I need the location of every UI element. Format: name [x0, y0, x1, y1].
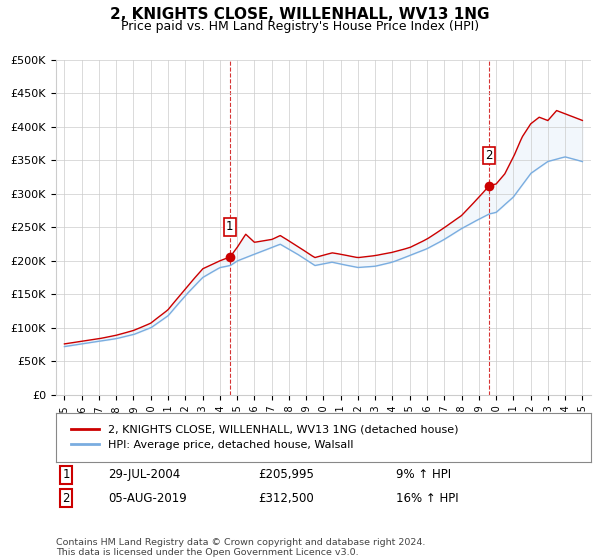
Text: Contains HM Land Registry data © Crown copyright and database right 2024.
This d: Contains HM Land Registry data © Crown c… — [56, 538, 425, 557]
Text: 2: 2 — [62, 492, 70, 505]
Legend: 2, KNIGHTS CLOSE, WILLENHALL, WV13 1NG (detached house), HPI: Average price, det: 2, KNIGHTS CLOSE, WILLENHALL, WV13 1NG (… — [67, 420, 463, 455]
Text: 29-JUL-2004: 29-JUL-2004 — [108, 468, 180, 482]
Text: 1: 1 — [62, 468, 70, 482]
Text: 2: 2 — [485, 149, 493, 162]
Text: Price paid vs. HM Land Registry's House Price Index (HPI): Price paid vs. HM Land Registry's House … — [121, 20, 479, 33]
Text: 05-AUG-2019: 05-AUG-2019 — [108, 492, 187, 505]
Text: 9% ↑ HPI: 9% ↑ HPI — [396, 468, 451, 482]
Text: £312,500: £312,500 — [258, 492, 314, 505]
Text: 1: 1 — [226, 221, 233, 234]
Text: 16% ↑ HPI: 16% ↑ HPI — [396, 492, 458, 505]
Text: 2, KNIGHTS CLOSE, WILLENHALL, WV13 1NG: 2, KNIGHTS CLOSE, WILLENHALL, WV13 1NG — [110, 7, 490, 22]
Text: £205,995: £205,995 — [258, 468, 314, 482]
